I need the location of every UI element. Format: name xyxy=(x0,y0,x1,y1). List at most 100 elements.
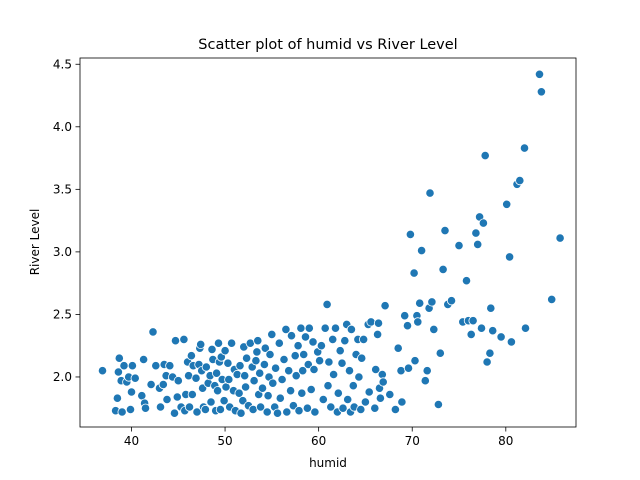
data-point xyxy=(219,396,229,406)
data-point xyxy=(155,402,166,412)
data-point xyxy=(322,299,332,309)
data-point xyxy=(520,323,531,333)
data-point xyxy=(454,241,464,251)
data-point xyxy=(302,403,312,413)
data-point xyxy=(413,317,423,327)
data-point xyxy=(113,367,124,377)
data-point xyxy=(409,268,419,278)
data-point xyxy=(416,246,427,256)
data-point xyxy=(236,408,246,418)
data-point xyxy=(200,404,210,415)
data-point xyxy=(488,326,498,336)
data-point xyxy=(320,323,330,333)
data-point xyxy=(151,361,161,371)
data-point xyxy=(461,276,472,286)
data-point xyxy=(534,69,545,79)
data-point xyxy=(296,323,306,333)
data-point xyxy=(238,396,248,406)
x-axis-label: humid xyxy=(309,456,347,470)
data-point xyxy=(482,357,492,367)
data-point xyxy=(169,408,180,418)
data-point xyxy=(227,338,237,348)
data-point xyxy=(340,336,350,346)
data-point xyxy=(277,374,287,385)
data-point xyxy=(536,87,547,97)
data-point xyxy=(377,369,387,380)
data-point xyxy=(165,361,175,371)
data-point xyxy=(162,394,172,405)
points-layer xyxy=(97,69,565,418)
data-point xyxy=(410,356,420,366)
data-point xyxy=(196,339,206,349)
data-point xyxy=(402,321,413,331)
data-point xyxy=(335,346,345,356)
data-point xyxy=(422,366,432,376)
data-point xyxy=(192,407,202,417)
data-point xyxy=(328,334,338,344)
data-point xyxy=(471,228,481,238)
data-point xyxy=(251,356,261,366)
data-point xyxy=(158,379,168,390)
data-point xyxy=(343,394,353,405)
data-point xyxy=(201,362,211,372)
data-point xyxy=(318,394,328,405)
x-tick-label: 80 xyxy=(498,434,513,448)
data-point xyxy=(415,298,425,308)
x-tick-label: 70 xyxy=(405,434,420,448)
data-point xyxy=(337,358,347,368)
data-point xyxy=(380,301,390,311)
data-point xyxy=(440,226,450,236)
data-point xyxy=(400,311,410,321)
data-point xyxy=(375,393,385,403)
data-point xyxy=(308,337,318,347)
y-tick-label: 2.5 xyxy=(53,308,72,322)
data-point xyxy=(126,387,137,397)
data-point xyxy=(285,386,296,396)
data-point xyxy=(267,329,277,339)
data-point xyxy=(323,381,333,391)
data-point xyxy=(127,361,137,371)
data-point xyxy=(372,329,383,339)
data-point xyxy=(130,373,140,383)
data-point xyxy=(298,366,308,376)
data-point xyxy=(515,176,525,186)
data-point xyxy=(207,344,217,354)
data-point xyxy=(232,369,242,380)
data-point xyxy=(358,334,369,344)
data-point xyxy=(502,199,512,209)
data-point xyxy=(125,404,136,415)
data-point xyxy=(297,388,307,398)
data-point xyxy=(291,371,301,381)
y-tick-label: 2.0 xyxy=(53,370,72,384)
data-point xyxy=(139,354,149,365)
x-tick-label: 50 xyxy=(217,434,232,448)
data-point xyxy=(435,348,445,358)
data-point xyxy=(433,399,443,410)
data-point xyxy=(385,389,395,400)
data-point xyxy=(427,297,437,307)
data-point xyxy=(140,403,151,413)
x-tick-label: 40 xyxy=(124,434,139,448)
data-point xyxy=(265,349,275,360)
data-point xyxy=(333,388,343,398)
data-point xyxy=(348,381,358,391)
data-point xyxy=(191,373,201,383)
data-point xyxy=(547,294,557,304)
data-point xyxy=(234,388,244,398)
data-point xyxy=(405,229,415,239)
data-point xyxy=(397,397,407,407)
data-point xyxy=(473,239,483,249)
data-point xyxy=(364,387,374,397)
data-point xyxy=(268,378,278,388)
data-point xyxy=(357,353,367,363)
data-point xyxy=(255,368,265,378)
data-point xyxy=(346,324,356,334)
data-point xyxy=(260,343,270,353)
data-point xyxy=(304,323,314,333)
data-point xyxy=(112,393,123,403)
data-point xyxy=(284,366,294,376)
data-point xyxy=(240,371,250,381)
y-axis-label: River Level xyxy=(28,209,42,276)
data-point xyxy=(146,379,156,390)
data-point xyxy=(344,366,355,376)
